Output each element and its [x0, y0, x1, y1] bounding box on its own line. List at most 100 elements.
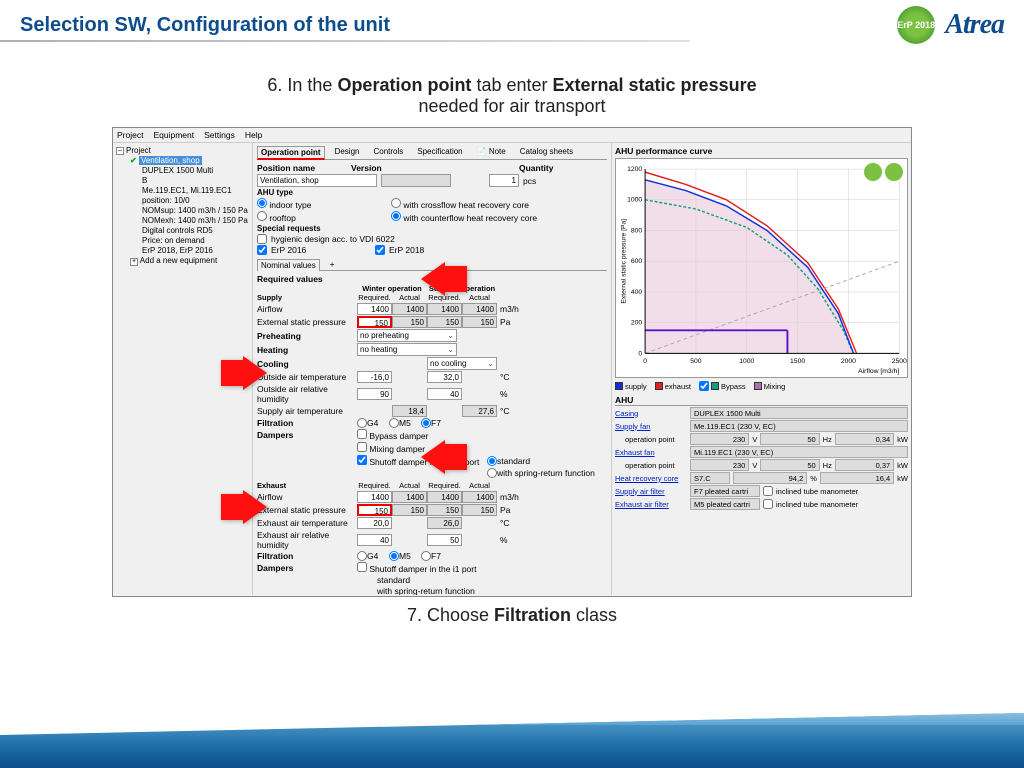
quantity-input[interactable] [489, 174, 519, 187]
tree-item[interactable]: NOMexh: 1400 m3/h / 150 Pa [116, 216, 249, 225]
eah-w[interactable]: 40 [357, 534, 392, 546]
check-shutoff-i1[interactable] [357, 562, 367, 572]
tree-add-equipment[interactable]: + Add a new equipment [116, 256, 249, 266]
svg-text:0: 0 [638, 350, 642, 357]
oah-s[interactable]: 40 [427, 388, 462, 400]
supplyfan-link[interactable]: Supply fan [615, 422, 687, 431]
menubar: Project Equipment Settings Help [113, 128, 911, 143]
radio-ex-f7[interactable] [421, 551, 431, 561]
svg-text:1000: 1000 [739, 358, 754, 365]
oat-w[interactable]: -16,0 [357, 371, 392, 383]
tab-specification[interactable]: Specification [413, 145, 466, 159]
radio-rooftop[interactable] [257, 211, 267, 221]
svg-text:Airflow [m3/h]: Airflow [m3/h] [858, 368, 899, 375]
slide-header: Selection SW, Configuration of the unit … [0, 0, 1024, 50]
svg-text:800: 800 [631, 227, 643, 234]
menu-equipment[interactable]: Equipment [153, 130, 194, 140]
tab-design[interactable]: Design [331, 145, 364, 159]
exhfan-link[interactable]: Exhaust fan [615, 448, 687, 457]
check-hygienic[interactable] [257, 234, 267, 244]
check-shutoff-e1[interactable] [357, 455, 367, 465]
tree-item[interactable]: ErP 2018, ErP 2016 [116, 246, 249, 255]
tree-item[interactable]: NOMsup: 1400 m3/h / 150 Pa [116, 206, 249, 215]
footer-wave [0, 713, 1024, 768]
supply-airflow-req-w[interactable]: 1400 [357, 303, 392, 315]
menu-settings[interactable]: Settings [204, 130, 235, 140]
sat-w: 18,4 [392, 405, 427, 417]
tree-item[interactable]: Price: on demand [116, 236, 249, 245]
radio-counterflow[interactable] [391, 211, 401, 221]
erp-chart-badges [864, 163, 903, 181]
performance-chart: 0500100015002000250002004006008001000120… [615, 158, 908, 378]
arrow-filtration-supply-icon [221, 356, 267, 392]
tab-note[interactable]: 📄 Note [473, 145, 510, 159]
menu-help[interactable]: Help [245, 130, 262, 140]
svg-text:2000: 2000 [841, 358, 856, 365]
radio-supply-m5[interactable] [389, 418, 399, 428]
radio-e1-standard[interactable] [487, 456, 497, 466]
radio-indoor[interactable] [257, 198, 267, 208]
tab-plus[interactable]: + [326, 258, 339, 270]
svg-text:External static pressure [Pa]: External static pressure [Pa] [621, 219, 628, 304]
saf-link[interactable]: Supply air filter [615, 487, 687, 496]
position-name-input[interactable] [257, 174, 377, 187]
check-incl1[interactable] [763, 486, 773, 496]
tab-controls[interactable]: Controls [369, 145, 407, 159]
legend-bypass-icon [711, 382, 719, 390]
tree-item[interactable]: position: 10/0 [116, 196, 249, 205]
ex-esp-req[interactable]: 150 [357, 504, 392, 516]
supply-airflow-act-s: 1400 [462, 303, 497, 315]
plus-icon: + [130, 258, 138, 266]
collapse-icon[interactable]: – [116, 147, 124, 155]
casing-link[interactable]: Casing [615, 409, 687, 418]
tab-catalog[interactable]: Catalog sheets [516, 145, 577, 159]
radio-supply-f7[interactable] [421, 418, 431, 428]
check-incl2[interactable] [763, 499, 773, 509]
tab-nominal[interactable]: Nominal values [257, 259, 320, 271]
radio-ex-m5[interactable] [389, 551, 399, 561]
radio-ex-g4[interactable] [357, 551, 367, 561]
tree-item[interactable]: Digital controls RD5 [116, 226, 249, 235]
tree-item[interactable]: B [116, 176, 249, 185]
oah-w[interactable]: 90 [357, 388, 392, 400]
check-mixing[interactable] [357, 442, 367, 452]
ex-airflow-req[interactable]: 1400 [357, 491, 392, 503]
preheating-select[interactable]: no preheating [357, 329, 457, 342]
check-erp2016[interactable] [257, 245, 267, 255]
eat-w[interactable]: 20,0 [357, 517, 392, 529]
supply-airflow-act-w: 1400 [392, 303, 427, 315]
cooling-select[interactable]: no cooling [427, 357, 497, 370]
radio-e1-spring[interactable] [487, 468, 497, 478]
eaf-link[interactable]: Exhaust air filter [615, 500, 687, 509]
arrow-filtration-exhaust-icon [221, 490, 267, 526]
tree-item[interactable]: DUPLEX 1500 Multi [116, 166, 249, 175]
menu-project[interactable]: Project [117, 130, 143, 140]
supply-esp-req-w[interactable]: 150 [357, 316, 392, 328]
check-erp2018[interactable] [375, 245, 385, 255]
arrow-esp-exhaust-icon [421, 440, 467, 476]
radio-supply-g4[interactable] [357, 418, 367, 428]
tree-root[interactable]: – Project [116, 146, 249, 155]
airflow-label: Airflow [257, 304, 357, 314]
svg-text:1000: 1000 [627, 197, 642, 204]
header-logos: ErP 2018 Atrea [897, 6, 1004, 44]
exhaust-label: Exhaust [257, 481, 357, 490]
legend-exhaust-icon [655, 382, 663, 390]
version-input[interactable] [381, 174, 451, 187]
oat-s[interactable]: 32,0 [427, 371, 462, 383]
supply-label: Supply [257, 293, 357, 302]
tab-operation-point[interactable]: Operation point [257, 146, 325, 160]
radio-crossflow[interactable] [391, 198, 401, 208]
screenshot-container: Project Equipment Settings Help – Projec… [112, 127, 912, 597]
center-panel: Operation point Design Controls Specific… [253, 143, 611, 595]
tree-item[interactable]: Me.119.EC1, Mi.119.EC1 [116, 186, 249, 195]
heating-select[interactable]: no heating [357, 343, 457, 356]
right-panel: AHU performance curve 050010001500200025… [611, 143, 911, 595]
check-bypass[interactable] [357, 429, 367, 439]
special-requests-label: Special requests [257, 224, 607, 233]
check-bypass-legend[interactable] [699, 381, 709, 391]
note-icon: 📄 [477, 147, 487, 156]
svg-text:200: 200 [631, 320, 643, 327]
tree-item-selected[interactable]: ✔ Ventilation, shop [116, 156, 249, 165]
hrc-link[interactable]: Heat recovery core [615, 474, 687, 483]
